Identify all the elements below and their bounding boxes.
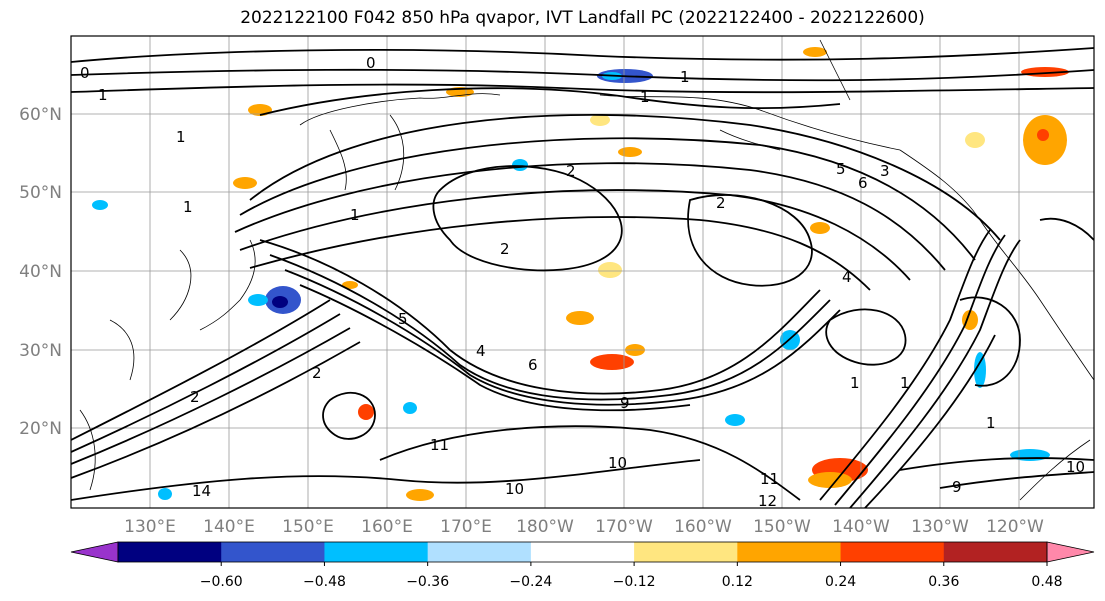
lon-label: 140°W xyxy=(832,517,890,537)
coastlines xyxy=(79,39,1094,501)
colorbar-extend-min xyxy=(70,541,119,563)
contour-label: 0 xyxy=(366,54,376,72)
contour-label: 1 xyxy=(350,206,360,224)
colorbar-tick-label: 0.36 xyxy=(928,574,959,590)
contour-label: 4 xyxy=(842,268,852,286)
contour-label: 12 xyxy=(758,492,777,510)
contour-label: 0 xyxy=(80,64,90,82)
lon-label: 130°W xyxy=(911,517,969,537)
contour-label: 2 xyxy=(500,240,510,258)
lon-label: 120°W xyxy=(986,517,1044,537)
contour-label: 10 xyxy=(1066,458,1085,476)
lon-label: 140°E xyxy=(203,517,255,537)
lat-label: 40°N xyxy=(19,262,62,282)
contour-label: 2 xyxy=(312,364,322,382)
contour-label: 3 xyxy=(880,162,890,180)
contour-label: 6 xyxy=(528,356,538,374)
contour-label: 4 xyxy=(476,342,486,360)
colorbar-tick-label: −0.36 xyxy=(406,574,449,590)
longitude-labels: 130°E 140°E 150°E 160°E 170°E 180°W 170°… xyxy=(124,517,1044,537)
contour-label: 10 xyxy=(505,480,524,498)
colorbar-cell xyxy=(324,542,429,562)
latitude-labels: 60°N 50°N 40°N 30°N 20°N xyxy=(19,105,62,439)
contour-label: 2 xyxy=(716,194,726,212)
colorbar-cell xyxy=(737,542,842,562)
contour-label: 10 xyxy=(608,454,627,472)
colorbar-tick-label: −0.48 xyxy=(303,574,346,590)
colorbar-cell xyxy=(530,542,635,562)
lon-label: 160°W xyxy=(674,517,732,537)
lon-label: 160°E xyxy=(361,517,413,537)
lon-label: 130°E xyxy=(124,517,176,537)
colorbar-tick-label: −0.24 xyxy=(509,574,552,590)
ivt-contours xyxy=(71,47,1094,508)
map-title: 2022122100 F042 850 hPa qvapor, IVT Land… xyxy=(240,8,925,28)
contour-label: 2 xyxy=(190,388,200,406)
colorbar-tick-label: 0.48 xyxy=(1031,574,1062,590)
contour-label: 1 xyxy=(183,198,193,216)
map-area xyxy=(71,36,1094,508)
colorbar-cell xyxy=(943,542,1048,562)
contour-label: 1 xyxy=(986,414,996,432)
map-frame xyxy=(70,35,1095,509)
contour-label: 14 xyxy=(192,482,211,500)
lon-label: 170°W xyxy=(595,517,653,537)
contour-label: 5 xyxy=(836,160,846,178)
lon-label: 170°E xyxy=(440,517,492,537)
contour-label: 1 xyxy=(176,128,186,146)
contour-label: 1 xyxy=(850,374,860,392)
contour-label: 1 xyxy=(640,88,650,106)
colorbar-tick-label: −0.12 xyxy=(613,574,656,590)
lat-label: 60°N xyxy=(19,105,62,125)
lon-label: 150°W xyxy=(753,517,811,537)
contour-label: 9 xyxy=(620,394,630,412)
colorbar-extend-max xyxy=(1046,541,1095,563)
contour-label: 1 xyxy=(98,86,108,104)
lon-label: 150°E xyxy=(282,517,334,537)
colorbar-outline xyxy=(117,541,1048,563)
contour-label: 1 xyxy=(900,374,910,392)
lat-label: 30°N xyxy=(19,341,62,361)
contour-label: 1 xyxy=(680,68,690,86)
contour-label: 11 xyxy=(760,470,779,488)
contour-label: 2 xyxy=(566,162,576,180)
lat-label: 20°N xyxy=(19,419,62,439)
colorbar-tick-label: −0.60 xyxy=(200,574,243,590)
map-gridlines xyxy=(71,36,1094,508)
contour-label: 6 xyxy=(858,174,868,192)
colorbar-cell xyxy=(634,542,738,562)
lon-label: 180°W xyxy=(516,517,574,537)
colorbar-cell xyxy=(427,542,532,562)
colorbar-cell xyxy=(118,542,222,562)
contour-label: 9 xyxy=(952,478,962,496)
colorbar-tick-label: 0.12 xyxy=(722,574,753,590)
contour-label: 11 xyxy=(430,436,449,454)
colorbar: −0.60 −0.48 −0.36 −0.24 −0.12 0.12 0.24 0.36 0.4… xyxy=(70,541,1095,590)
colorbar-tick-label: 0.24 xyxy=(825,574,856,590)
lat-label: 50°N xyxy=(19,183,62,203)
colorbar-cell xyxy=(840,542,945,562)
contour-label: 5 xyxy=(398,310,408,328)
contour-labels: 0 1 1 0 1 1 1 1 2 2 2 3 5 6 4 4 6 5 2 2 … xyxy=(80,54,1085,510)
colorbar-cell xyxy=(221,542,325,562)
